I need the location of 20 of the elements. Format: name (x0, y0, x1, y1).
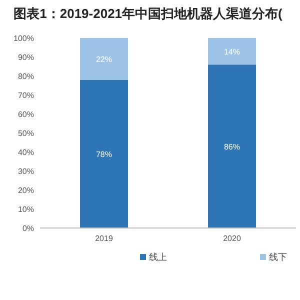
y-tick-label: 90% (18, 53, 34, 62)
y-tick-label: 10% (18, 205, 34, 214)
x-tick-label: 2020 (223, 234, 242, 243)
x-tick-label: 2019 (95, 234, 114, 243)
data-label: 78% (96, 150, 112, 159)
data-label: 14% (224, 47, 240, 56)
y-tick-label: 40% (18, 148, 34, 157)
y-tick-label: 0% (22, 224, 34, 233)
y-tick-label: 100% (14, 34, 34, 43)
legend-label: 线上 (149, 252, 167, 262)
data-label: 86% (224, 142, 240, 152)
y-tick-label: 20% (18, 186, 34, 195)
y-tick-label: 60% (18, 110, 34, 119)
y-tick-label: 70% (18, 91, 34, 100)
title: 图表1：2019-2021年中国扫地机器人渠道分布( (14, 6, 282, 21)
y-tick-label: 80% (18, 72, 34, 81)
y-tick-label: 30% (18, 167, 34, 176)
data-label: 22% (96, 54, 112, 64)
y-tick-label: 50% (18, 129, 34, 138)
legend-label: 线下 (269, 252, 287, 262)
